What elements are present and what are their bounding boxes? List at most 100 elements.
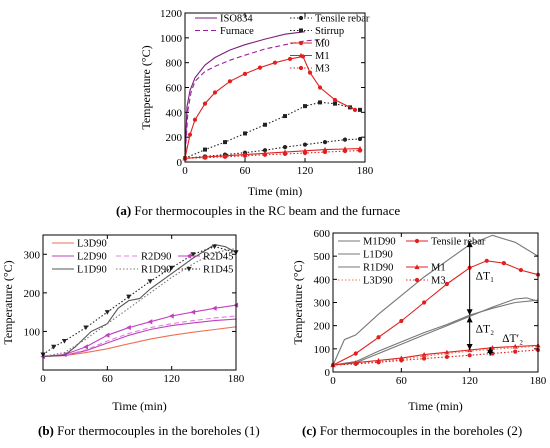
data-point-m3 bbox=[262, 152, 268, 157]
data-point-m0 bbox=[187, 132, 193, 137]
data-point-r1d45 bbox=[169, 265, 175, 271]
caption-b-text: For thermocouples in the boreholes (1) bbox=[57, 423, 260, 438]
data-point-stirrup bbox=[358, 107, 362, 112]
data-point-tensile-rebar bbox=[376, 335, 381, 340]
legend-label-m0: M0 bbox=[315, 39, 330, 50]
data-point-m3 bbox=[322, 149, 328, 155]
data-point-m3 bbox=[357, 148, 363, 153]
data-point-tensile-rebar bbox=[501, 261, 506, 266]
legend-label-r1d45: R1D45 bbox=[203, 265, 233, 276]
y-tick-label: 800 bbox=[166, 58, 183, 70]
y-tick-label: 400 bbox=[166, 107, 183, 119]
legend-label-m1: M1 bbox=[315, 51, 330, 62]
legend-label-tensile-rebar: Tensile rebar bbox=[315, 14, 370, 25]
y-tick-label: 200 bbox=[166, 132, 183, 144]
data-point-m3 bbox=[222, 154, 228, 159]
y-tick-label: 0 bbox=[177, 157, 183, 169]
series-line-r1d45 bbox=[42, 246, 237, 356]
x-tick-label: 180 bbox=[530, 375, 547, 387]
data-point-tensile-rebar bbox=[353, 351, 358, 356]
plot-frame-b bbox=[42, 234, 237, 371]
legend-label-m1d90: M1D90 bbox=[363, 237, 396, 248]
legend-label-r1d90: R1D90 bbox=[363, 263, 393, 274]
data-point-tensile-rebar bbox=[399, 318, 404, 324]
x-tick-label: 120 bbox=[163, 373, 180, 385]
data-point-m0 bbox=[287, 56, 293, 62]
delta-t2-prime-label: ΔT′₂ bbox=[502, 333, 523, 345]
data-point-r2d45 bbox=[190, 309, 196, 315]
caption-a-label: (a) bbox=[116, 203, 132, 218]
legend-label-tensile-rebar: Tensile rebar bbox=[431, 237, 486, 248]
data-point-stirrup bbox=[283, 114, 287, 119]
data-point-m0 bbox=[317, 85, 323, 90]
data-point-m0 bbox=[272, 60, 278, 65]
data-point-r2d45 bbox=[104, 332, 110, 338]
data-point-r1d45 bbox=[83, 325, 89, 331]
legend-label-r2d45: R2D45 bbox=[203, 252, 233, 263]
series-line-m1d90 bbox=[332, 234, 539, 366]
series-line-l3d90 bbox=[332, 345, 539, 366]
legend-label-r2d90: R2D90 bbox=[141, 252, 171, 263]
y-axis-title: Temperature (°C) bbox=[1, 260, 15, 344]
x-tick-label: 60 bbox=[396, 375, 408, 387]
data-point-tensile-rebar bbox=[484, 258, 489, 263]
legend-label-stirrup: Stirrup bbox=[315, 26, 344, 37]
legend-label-furnace: Furnace bbox=[220, 26, 254, 37]
y-tick-label: 600 bbox=[166, 83, 183, 95]
y-tick-label: 1200 bbox=[160, 8, 183, 20]
x-tick-label: 0 bbox=[40, 373, 46, 385]
y-axis-title: Temperature (°C) bbox=[291, 260, 305, 344]
legend-label-m3: M3 bbox=[315, 64, 330, 75]
caption-b: (b) For thermocouples in the boreholes (… bbox=[38, 423, 260, 439]
data-point-m3 bbox=[513, 349, 518, 354]
caption-a: (a) For thermocouples in the RC beam and… bbox=[116, 203, 400, 219]
data-point-m1 bbox=[421, 352, 427, 357]
data-point-stirrup bbox=[318, 100, 322, 105]
x-tick-label: 60 bbox=[240, 165, 252, 177]
data-point-r1d45 bbox=[51, 344, 57, 350]
caption-c: (c) For thermocouples in the boreholes (… bbox=[302, 423, 522, 439]
legend-label-l3d90: L3D90 bbox=[363, 276, 393, 287]
legend-label-m3: M3 bbox=[431, 276, 446, 287]
data-point-m1 bbox=[489, 345, 496, 350]
data-point-r2d45 bbox=[169, 313, 174, 319]
y-tick-label: 1000 bbox=[160, 33, 183, 45]
y-tick-label: 100 bbox=[314, 344, 331, 356]
series-line-iso834 bbox=[184, 31, 306, 160]
data-point-r2d45 bbox=[147, 319, 153, 325]
data-point-stirrup bbox=[243, 131, 247, 136]
y-tick-label: 600 bbox=[314, 228, 331, 240]
x-tick-label: 180 bbox=[228, 373, 245, 385]
series-line-r2d45 bbox=[42, 304, 237, 358]
x-tick-label: 0 bbox=[330, 375, 336, 387]
data-point-r1d45 bbox=[190, 252, 196, 257]
x-axis-title: Time (min) bbox=[112, 399, 167, 413]
caption-b-label: (b) bbox=[38, 423, 54, 438]
data-point-m3 bbox=[282, 151, 288, 157]
data-point-m3 bbox=[376, 360, 381, 365]
data-point-m0 bbox=[332, 97, 338, 103]
series-line-r1d90 bbox=[332, 299, 539, 366]
legend-marker-m0 bbox=[298, 40, 304, 46]
legend-marker-m3 bbox=[298, 65, 304, 71]
data-point-stirrup bbox=[303, 104, 307, 109]
y-tick-label: 500 bbox=[314, 251, 331, 263]
data-point-m0 bbox=[307, 70, 313, 75]
data-point-m0 bbox=[227, 79, 233, 84]
annotations-c: ΔT₁ ΔT₂ ΔT′₂ bbox=[466, 241, 523, 356]
legend-marker-m3 bbox=[414, 277, 420, 283]
data-point-tensile-rebar bbox=[262, 148, 268, 153]
x-tick-label: 120 bbox=[461, 375, 478, 387]
y-tick-label: 200 bbox=[24, 288, 41, 300]
delta-t2-arrow-head-bottom bbox=[466, 343, 473, 350]
series-line-m1 bbox=[332, 344, 539, 366]
y-tick-label: 0 bbox=[325, 367, 331, 379]
legend-marker-m1 bbox=[414, 264, 420, 270]
data-point-r1d45 bbox=[126, 294, 132, 300]
series-line-l3d90 bbox=[42, 326, 237, 358]
x-axis-title: Time (min) bbox=[408, 399, 463, 413]
data-point-m1 bbox=[512, 343, 518, 349]
series-line-furnace bbox=[184, 38, 326, 160]
data-point-tensile-rebar bbox=[444, 281, 449, 287]
